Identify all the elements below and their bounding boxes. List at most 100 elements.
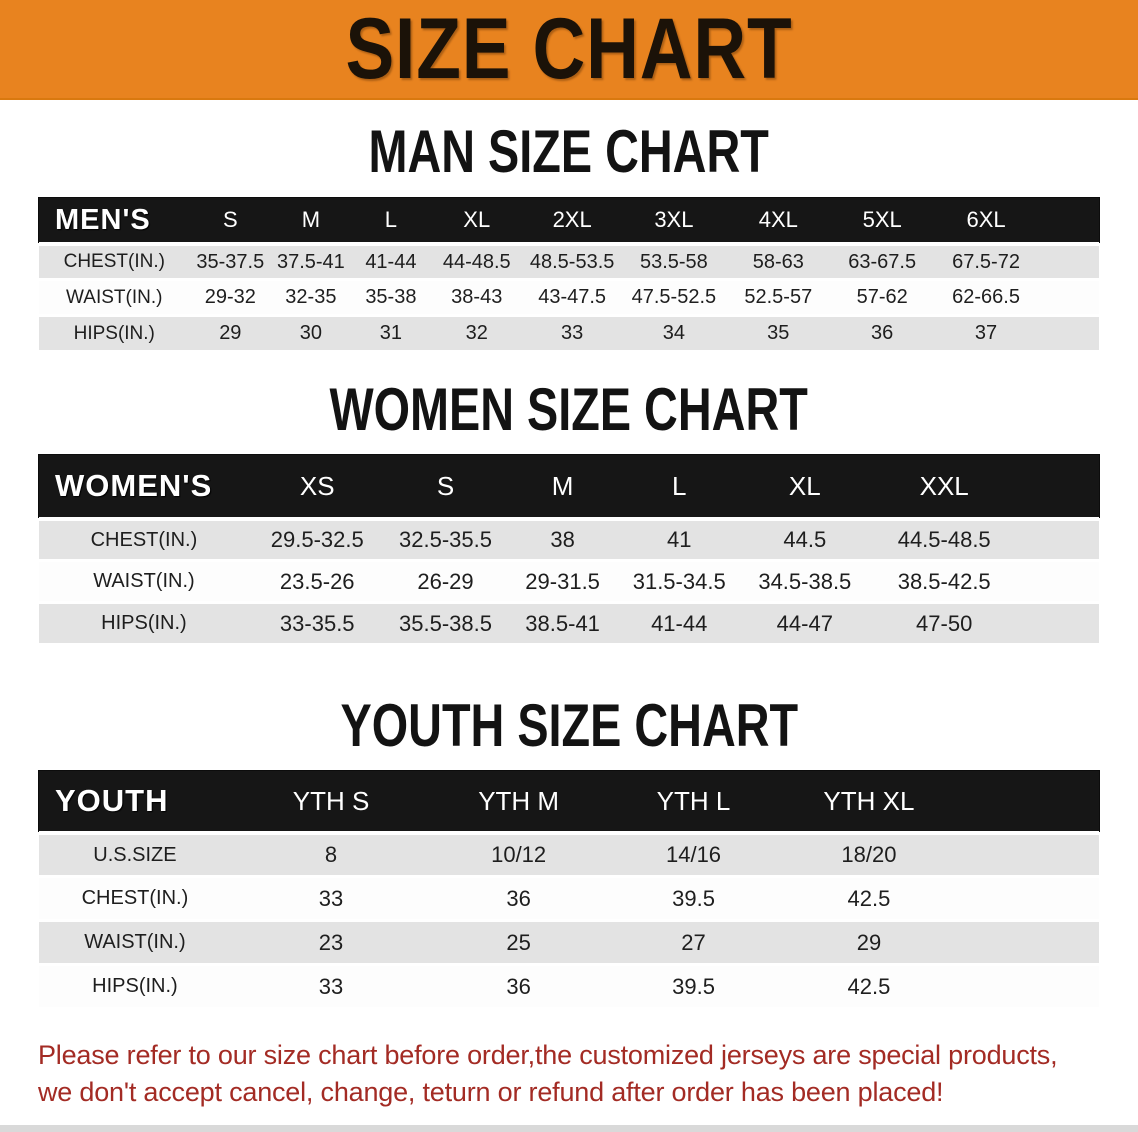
man-size-chart-heading: MAN SIZE CHART bbox=[0, 118, 1138, 185]
men-cell-value: 63-67.5 bbox=[848, 250, 917, 273]
youth-cell-value: 42.5 bbox=[847, 885, 891, 911]
women-cell-value: 29-31.5 bbox=[525, 568, 600, 594]
youth-cell-value: 18/20 bbox=[841, 842, 897, 867]
women-cell-value: 23.5-26 bbox=[279, 568, 355, 594]
men-cell-value: 33 bbox=[561, 322, 584, 344]
women-size-column-header: M bbox=[551, 470, 574, 501]
page-title: SIZE CHART bbox=[345, 1, 793, 97]
youth-cell-value: 39.5 bbox=[672, 973, 715, 999]
youth-cell-value: 27 bbox=[681, 929, 706, 955]
women-table-row: WAIST(IN.) 23.5-26 26-29 29-31.5 31.5-34.5 34… bbox=[39, 559, 1099, 601]
women-size-column-header: XXL bbox=[919, 470, 969, 501]
women-cell-value: 44-47 bbox=[776, 610, 833, 636]
women-cell-value: 32.5-35.5 bbox=[399, 527, 492, 552]
youth-table-row: U.S.SIZE 8 10/12 14/16 18/20 bbox=[39, 831, 1099, 875]
men-cell-value: 43-47.5 bbox=[538, 286, 607, 308]
men-cell-value: 29 bbox=[219, 322, 242, 344]
men-cell-value: 32-35 bbox=[285, 286, 337, 308]
women-cell-value: 38 bbox=[550, 527, 575, 552]
women-size-chart-heading-text: WOMEN SIZE CHART bbox=[329, 376, 809, 443]
men-size-column-header: XL bbox=[463, 207, 491, 232]
women-cell-value: 29.5-32.5 bbox=[270, 527, 364, 552]
youth-cell-value: 8 bbox=[324, 842, 338, 867]
men-cell-value: 37.5-41 bbox=[276, 250, 345, 273]
youth-table-header-label: YOUTH bbox=[55, 783, 169, 818]
men-size-column-header: S bbox=[222, 207, 238, 232]
men-cell-value: 38-43 bbox=[451, 286, 503, 308]
men-cell-value: 67.5-72 bbox=[952, 250, 1020, 273]
size-chart-banner: SIZE CHART bbox=[0, 0, 1138, 100]
youth-size-column-header: YTH XL bbox=[823, 785, 915, 816]
men-size-column-header: 3XL bbox=[654, 207, 694, 232]
youth-cell-value: 33 bbox=[318, 885, 344, 911]
youth-size-column-header: YTH L bbox=[656, 785, 731, 816]
men-cell-value: 34 bbox=[662, 322, 686, 344]
women-row-label: CHEST(IN.) bbox=[90, 528, 198, 551]
youth-table-row: WAIST(IN.) 23 25 27 29 bbox=[39, 919, 1099, 963]
women-row-label: WAIST(IN.) bbox=[93, 570, 195, 592]
women-size-chart-heading: WOMEN SIZE CHART bbox=[0, 376, 1138, 443]
women-size-column-header: XS bbox=[299, 470, 335, 501]
women-table-header-row: WOMEN'S XS S M L XL XXL bbox=[39, 455, 1099, 517]
women-cell-value: 41 bbox=[666, 527, 692, 552]
men-size-column-header: 5XL bbox=[862, 207, 902, 232]
youth-cell-value: 10/12 bbox=[491, 842, 547, 867]
men-cell-value: 47.5-52.5 bbox=[631, 286, 717, 308]
men-size-column-header: M bbox=[301, 207, 321, 232]
men-cell-value: 30 bbox=[299, 322, 322, 344]
youth-size-column-header: YTH M bbox=[478, 785, 560, 816]
men-table-row: HIPS(IN.) 29 30 31 32 33 34 35 36 37 bbox=[39, 314, 1099, 350]
men-cell-value: 31 bbox=[379, 322, 403, 344]
man-size-chart-heading-text: MAN SIZE CHART bbox=[368, 118, 770, 185]
men-cell-value: 37 bbox=[974, 322, 998, 344]
women-cell-value: 35.5-38.5 bbox=[399, 610, 492, 636]
disclaimer-line-2: we don't accept cancel, change, teturn o… bbox=[38, 1077, 944, 1107]
youth-row-label: HIPS(IN.) bbox=[92, 975, 178, 997]
women-cell-value: 47-50 bbox=[916, 610, 973, 636]
men-row-label: HIPS(IN.) bbox=[73, 322, 155, 344]
men-cell-value: 29-32 bbox=[204, 286, 256, 308]
men-row-label: CHEST(IN.) bbox=[63, 251, 165, 272]
men-cell-value: 35 bbox=[767, 322, 790, 344]
women-cell-value: 44.5 bbox=[783, 527, 827, 552]
youth-table-row: HIPS(IN.) 33 36 39.5 42.5 bbox=[39, 963, 1099, 1007]
women-size-column-header: XL bbox=[788, 470, 821, 501]
youth-cell-value: 29 bbox=[856, 929, 882, 955]
men-cell-value: 52.5-57 bbox=[744, 286, 813, 308]
women-cell-value: 41-44 bbox=[651, 610, 708, 636]
men-cell-value: 32 bbox=[465, 322, 488, 344]
men-row-label: WAIST(IN.) bbox=[66, 286, 163, 308]
men-cell-value: 53.5-58 bbox=[639, 250, 708, 273]
women-cell-value: 31.5-34.5 bbox=[632, 568, 726, 594]
men-cell-value: 44-48.5 bbox=[442, 250, 511, 273]
men-cell-value: 48.5-53.5 bbox=[529, 250, 615, 273]
men-cell-value: 36 bbox=[871, 322, 894, 344]
youth-cell-value: 25 bbox=[506, 929, 531, 955]
youth-cell-value: 39.5 bbox=[672, 885, 715, 911]
men-size-table: MEN'S S M L XL 2XL 3XL 4XL 5XL 6XL CHEST(IN.) 35-37… bbox=[39, 198, 1099, 350]
men-table-header-row: MEN'S S M L XL 2XL 3XL 4XL 5XL 6XL bbox=[39, 198, 1099, 242]
women-cell-value: 34.5-38.5 bbox=[758, 568, 852, 594]
women-size-column-header: S bbox=[436, 470, 455, 501]
women-cell-value: 38.5-42.5 bbox=[897, 568, 991, 594]
women-size-column-header: L bbox=[671, 470, 687, 501]
men-table-row: CHEST(IN.) 35-37.5 37.5-41 41-44 44-48.5 48.5… bbox=[39, 242, 1099, 278]
youth-cell-value: 23 bbox=[318, 929, 344, 955]
youth-row-label: CHEST(IN.) bbox=[81, 887, 189, 909]
men-table-row: WAIST(IN.) 29-32 32-35 35-38 38-43 43-47.5 47.… bbox=[39, 278, 1099, 314]
youth-size-column-header: YTH S bbox=[292, 785, 370, 816]
youth-size-chart-heading-text: YOUTH SIZE CHART bbox=[340, 692, 798, 759]
youth-row-label: U.S.SIZE bbox=[93, 843, 177, 866]
men-size-column-header: L bbox=[384, 207, 398, 232]
men-size-column-header: 4XL bbox=[758, 207, 798, 232]
youth-cell-value: 36 bbox=[506, 885, 531, 911]
youth-table-header-row: YOUTH YTH S YTH M YTH L YTH XL bbox=[39, 771, 1099, 831]
men-table-header-label: MEN'S bbox=[55, 203, 151, 236]
men-size-column-header: 6XL bbox=[966, 207, 1006, 232]
women-cell-value: 33-35.5 bbox=[279, 610, 355, 636]
youth-row-label: WAIST(IN.) bbox=[84, 931, 186, 953]
men-cell-value: 62-66.5 bbox=[952, 286, 1020, 308]
women-cell-value: 44.5-48.5 bbox=[897, 527, 991, 552]
youth-table-row: CHEST(IN.) 33 36 39.5 42.5 bbox=[39, 875, 1099, 919]
